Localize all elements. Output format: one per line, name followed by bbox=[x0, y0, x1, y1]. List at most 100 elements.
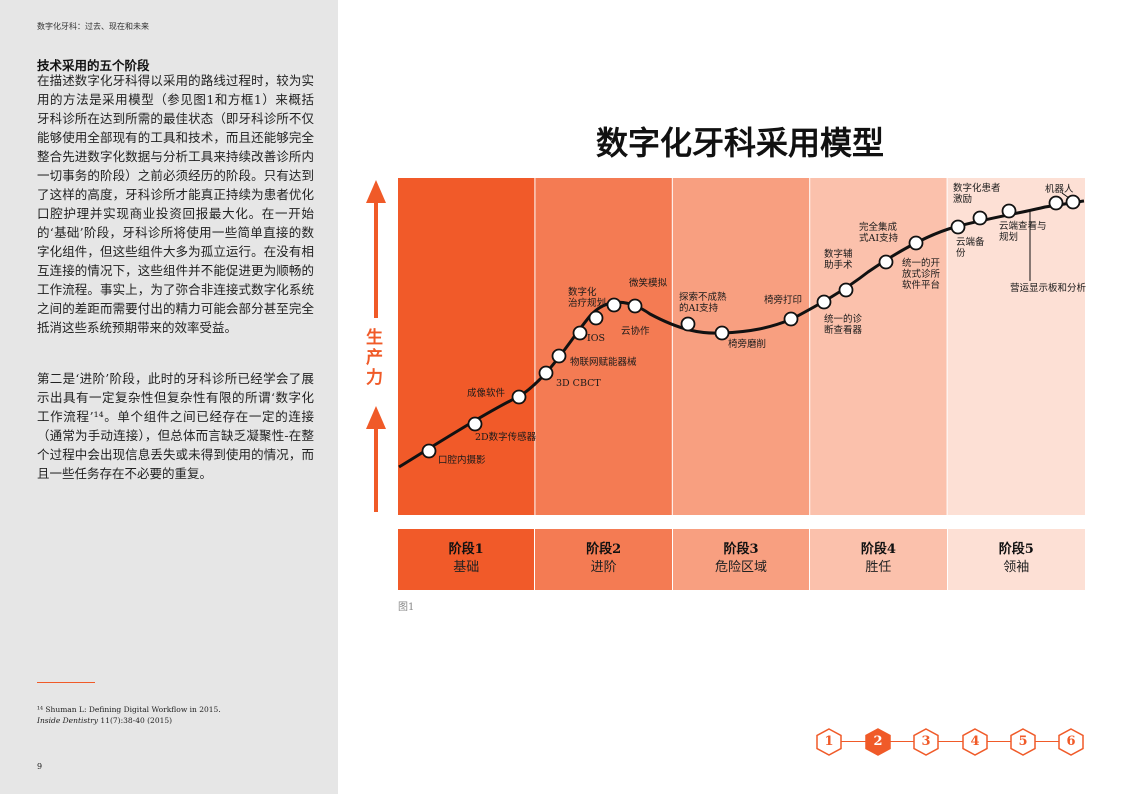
y-axis-upper-arrowhead bbox=[366, 180, 386, 203]
stage-name: 阶段2 bbox=[586, 542, 622, 557]
milestone-label: 数字化患者激励 bbox=[953, 182, 1001, 205]
paragraph-2: 第二是‘进阶’阶段，此时的牙科诊所已经学会了展示出具有一定复杂性但复杂性有限的所… bbox=[37, 371, 314, 481]
page-nav-connector bbox=[841, 741, 866, 742]
chart-title: 数字化牙科采用模型 bbox=[595, 124, 884, 162]
milestone-marker bbox=[511, 389, 527, 405]
page-nav-item-1[interactable]: 1 bbox=[816, 728, 842, 756]
page-nav-number: 5 bbox=[1018, 734, 1028, 749]
milestone-label: 椅旁打印 bbox=[764, 294, 802, 306]
stage-band-5 bbox=[947, 178, 1085, 515]
milestone-label: 云协作 bbox=[621, 325, 650, 337]
page-nav-item-4[interactable]: 4 bbox=[962, 728, 988, 756]
milestone-marker bbox=[627, 298, 643, 314]
milestone-marker bbox=[838, 282, 854, 298]
milestone-marker bbox=[467, 416, 483, 432]
hexagon-icon bbox=[913, 728, 939, 756]
footnote: ¹⁴ Shuman L: Defining Digital Workflow i… bbox=[37, 704, 221, 726]
stage-desc: 进阶 bbox=[590, 560, 617, 575]
milestone-label: 成像软件 bbox=[467, 387, 506, 399]
section-title: 技术采用的五个阶段 bbox=[37, 58, 150, 73]
stage-cell-1: 阶段1 基础 bbox=[398, 529, 535, 590]
page-nav-connector bbox=[987, 741, 1011, 742]
milestone-marker bbox=[421, 443, 437, 459]
milestone-marker bbox=[908, 235, 924, 251]
page-nav-number: 4 bbox=[970, 734, 980, 749]
stage-desc: 基础 bbox=[453, 560, 480, 575]
page-nav-item-6[interactable]: 6 bbox=[1058, 728, 1084, 756]
stage-cell-2: 阶段2 进阶 bbox=[535, 529, 672, 590]
hexagon-icon bbox=[1010, 728, 1036, 756]
page-nav-item-3[interactable]: 3 bbox=[913, 728, 939, 756]
milestone-label: 3D CBCT bbox=[556, 378, 601, 389]
hexagon-icon bbox=[816, 728, 842, 756]
stage-desc: 危险区域 bbox=[714, 560, 767, 575]
hexagon-icon bbox=[1058, 728, 1084, 756]
milestone-marker bbox=[972, 210, 988, 226]
footnote-volume: 11(7):38-40 (2015) bbox=[98, 716, 173, 725]
milestone-label: 统一的诊断查看器 bbox=[824, 313, 863, 336]
stage-band-4 bbox=[810, 178, 947, 515]
page-nav-number: 6 bbox=[1066, 734, 1076, 749]
page-nav-connector bbox=[890, 741, 914, 742]
milestone-marker bbox=[551, 348, 567, 364]
figure-caption: 图1 bbox=[398, 602, 415, 613]
stage-name: 阶段3 bbox=[723, 542, 759, 557]
milestone-label: 数字辅助手术 bbox=[824, 248, 853, 271]
page-number: 9 bbox=[37, 762, 43, 771]
page-nav-connector bbox=[938, 741, 963, 742]
milestone-marker bbox=[1065, 194, 1081, 210]
page-nav-connector bbox=[1035, 741, 1059, 742]
milestone-label: 云端查看与规划 bbox=[999, 220, 1047, 243]
milestone-marker bbox=[816, 294, 832, 310]
milestone-label: IOS bbox=[587, 333, 605, 344]
milestone-label: 统一的开放式诊所软件平台 bbox=[902, 257, 941, 291]
milestone-label: 口腔内摄影 bbox=[438, 454, 486, 466]
footnote-citation: ¹⁴ Shuman L: Defining Digital Workflow i… bbox=[37, 705, 221, 714]
milestone-label: 探索不成熟的AI支持 bbox=[679, 291, 727, 314]
milestone-marker bbox=[1048, 195, 1064, 211]
stage-name: 阶段1 bbox=[448, 542, 484, 557]
milestone-marker bbox=[538, 365, 554, 381]
milestone-label: 椅旁磨削 bbox=[728, 338, 766, 350]
y-axis-lower-arrowhead bbox=[366, 406, 386, 429]
milestone-label: 机器人 bbox=[1045, 183, 1074, 195]
stage-cell-4: 阶段4 胜任 bbox=[810, 529, 947, 590]
stage-desc: 领袖 bbox=[1003, 560, 1030, 575]
milestone-marker bbox=[1001, 203, 1017, 219]
stage-band-3 bbox=[672, 178, 810, 515]
milestone-marker bbox=[878, 254, 894, 270]
milestone-label: 云端备份 bbox=[956, 236, 985, 259]
page-nav-number: 3 bbox=[921, 734, 931, 749]
running-header: 数字化牙科：过去、现在和未来 bbox=[37, 22, 149, 31]
milestone-marker bbox=[588, 310, 604, 326]
milestone-label: 物联网赋能器械 bbox=[570, 356, 637, 368]
milestone-marker bbox=[572, 325, 588, 341]
hexagon-icon bbox=[865, 728, 891, 756]
page-nav-item-5[interactable]: 5 bbox=[1010, 728, 1036, 756]
milestone-marker bbox=[714, 325, 730, 341]
page-nav-item-2[interactable]: 2 bbox=[865, 728, 891, 756]
footnote-journal: Inside Dentistry bbox=[37, 716, 99, 725]
stage-name: 阶段4 bbox=[860, 542, 896, 557]
stage-band-1 bbox=[398, 178, 535, 515]
hexagon-icon bbox=[962, 728, 988, 756]
page-nav-number: 1 bbox=[824, 734, 834, 749]
milestone-marker bbox=[783, 311, 799, 327]
left-text-column: 数字化牙科：过去、现在和未来 技术采用的五个阶段 在描述数字化牙科得以采用的路线… bbox=[0, 0, 338, 794]
milestone-label: 2D数字传感器 bbox=[475, 431, 537, 443]
y-axis-label: 生产力 bbox=[366, 328, 383, 388]
paragraph-1: 在描述数字化牙科得以采用的路线过程时，较为实用的方法是采用模型（参见图1和方框1… bbox=[37, 73, 314, 335]
page-nav-number: 2 bbox=[873, 734, 883, 749]
stage-cell-3: 阶段3 危险区域 bbox=[672, 529, 810, 590]
stage-desc: 胜任 bbox=[865, 560, 892, 575]
milestone-marker bbox=[606, 297, 622, 313]
stage-cell-5: 阶段5 领袖 bbox=[947, 529, 1085, 590]
stage-name: 阶段5 bbox=[998, 542, 1034, 557]
footnote-rule bbox=[37, 682, 95, 683]
stage-band-2 bbox=[535, 178, 672, 515]
milestone-marker bbox=[950, 219, 966, 235]
milestone-label: 完全集成式AI支持 bbox=[859, 221, 899, 244]
milestone-marker bbox=[680, 316, 696, 332]
milestone-label: 微笑模拟 bbox=[629, 277, 668, 289]
